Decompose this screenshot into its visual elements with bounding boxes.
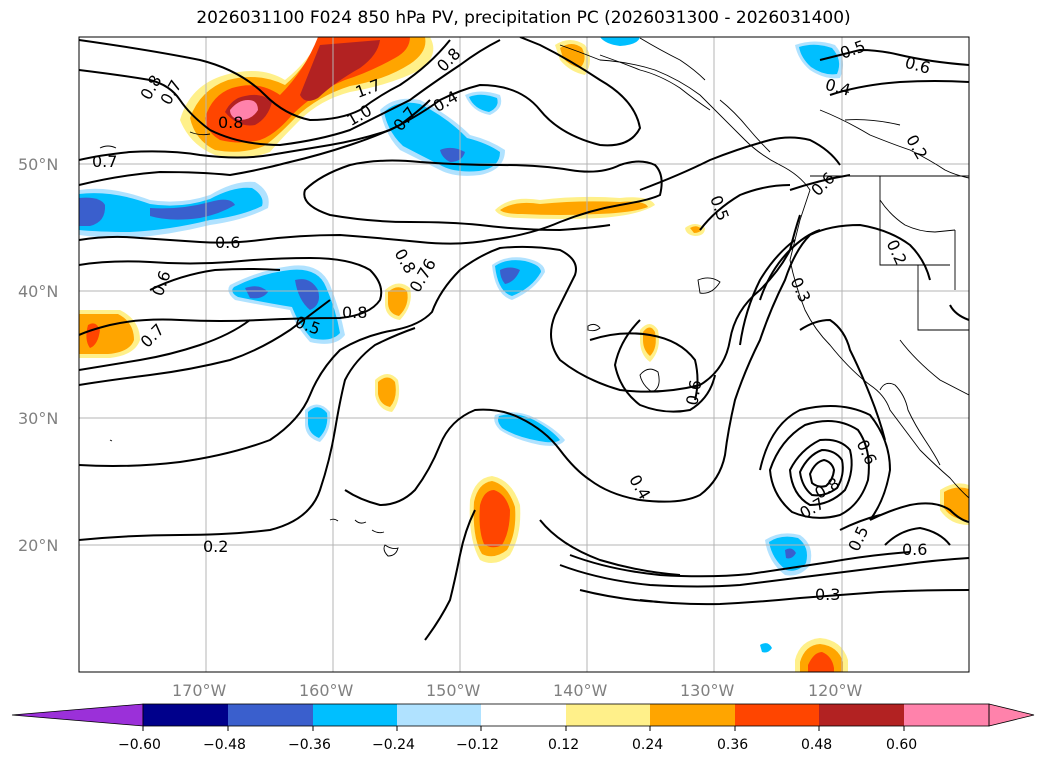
colorbar-tick-label: −0.24 — [372, 737, 415, 753]
contour-label: 0.2 — [203, 537, 228, 556]
contour-label: 0.3 — [815, 585, 840, 604]
colorbar-segment — [735, 704, 819, 726]
contour-label: 0.7 — [92, 152, 117, 171]
colorbar-tick-label: −0.48 — [203, 737, 246, 753]
map-title: 2026031100 F024 850 hPa PV, precipitatio… — [196, 8, 851, 28]
colorbar-tick-label: −0.60 — [118, 737, 161, 753]
colorbar-segment — [904, 704, 989, 726]
lat-label: 30°N — [18, 409, 58, 428]
colorbar: −0.60 −0.48 −0.36 −0.24 −0.12 0.12 0.24 … — [11, 703, 1035, 753]
lon-label: 160°W — [299, 681, 354, 700]
colorbar-segment — [228, 704, 313, 726]
coastlines — [99, 37, 969, 557]
colorbar-segment — [650, 704, 735, 726]
colorbar-segment — [313, 704, 397, 726]
colorbar-tick-label: 0.24 — [632, 737, 663, 753]
lon-label: 150°W — [426, 681, 481, 700]
lon-label: 130°W — [680, 681, 735, 700]
map-frame — [78, 36, 970, 673]
colorbar-min-extension — [11, 703, 144, 727]
lat-label: 40°N — [18, 282, 58, 301]
contour-label: 0.6 — [902, 540, 927, 559]
pv-contours — [79, 37, 969, 641]
longitude-labels: 170°W 160°W 150°W 140°W 130°W 120°W — [172, 681, 863, 700]
colorbar-segment — [566, 704, 650, 726]
colorbar-segment — [819, 704, 904, 726]
lon-label: 120°W — [808, 681, 863, 700]
colorbar-segment — [143, 704, 228, 726]
lat-label: 50°N — [18, 155, 58, 174]
colorbar-segment — [481, 704, 566, 726]
lon-label: 140°W — [553, 681, 608, 700]
colorbar-tick-label: −0.36 — [288, 737, 331, 753]
precip-negative-shading — [79, 37, 844, 653]
map-plot-area: 0.8 0.7 0.7 0.6 0.6 0.7 0.8 1.0 1.7 0.8 … — [79, 37, 969, 672]
contour-label: 0.8 — [218, 113, 243, 132]
lat-label: 20°N — [18, 536, 58, 555]
colorbar-max-extension — [988, 703, 1035, 727]
colorbar-tick-label: −0.12 — [456, 737, 499, 753]
colorbar-tick-label: 0.36 — [717, 737, 748, 753]
contour-label: 0.8 — [342, 303, 367, 322]
colorbar-tick-label: 0.48 — [801, 737, 832, 753]
colorbar-tick-label: 0.60 — [886, 737, 917, 753]
contour-label: 0.6 — [682, 378, 705, 406]
colorbar-tick-label: 0.12 — [548, 737, 579, 753]
graticule — [79, 37, 969, 672]
lon-label: 170°W — [172, 681, 227, 700]
contour-label: 0.6 — [215, 233, 240, 252]
precip-positive-shading — [79, 37, 969, 672]
latitude-labels: 50°N 40°N 30°N 20°N — [18, 155, 58, 555]
colorbar-segment — [397, 704, 481, 726]
